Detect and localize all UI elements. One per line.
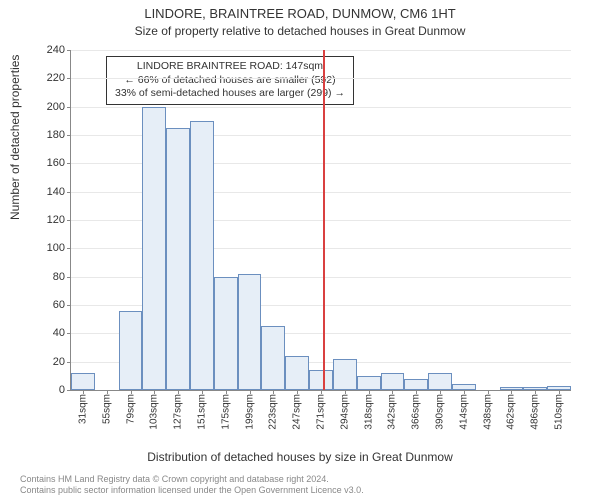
x-tick-label: 318sqm: [363, 394, 374, 430]
x-tick-label: 438sqm: [482, 394, 493, 430]
histogram-bar: [404, 379, 428, 390]
histogram-bar: [142, 107, 166, 390]
footer-line-1: Contains HM Land Registry data © Crown c…: [20, 474, 364, 486]
y-tick-label: 100: [35, 242, 65, 254]
gridline: [71, 50, 571, 51]
y-tick-label: 140: [35, 186, 65, 198]
histogram-bar: [166, 128, 190, 390]
info-line-1: LINDORE BRAINTREE ROAD: 147sqm: [115, 60, 345, 74]
reference-line: [323, 50, 325, 390]
y-tick-label: 160: [35, 157, 65, 169]
y-tick-mark: [67, 333, 71, 334]
y-tick-mark: [67, 50, 71, 51]
histogram-bar: [381, 373, 405, 390]
y-tick-mark: [67, 390, 71, 391]
histogram-bar: [428, 373, 452, 390]
histogram-bar: [238, 274, 262, 390]
y-tick-label: 200: [35, 101, 65, 113]
y-tick-label: 180: [35, 129, 65, 141]
histogram-bar: [190, 121, 214, 390]
x-tick-label: 127sqm: [173, 394, 184, 430]
x-tick-label: 510sqm: [554, 394, 565, 430]
y-tick-mark: [67, 220, 71, 221]
footer-attribution: Contains HM Land Registry data © Crown c…: [20, 474, 364, 497]
y-tick-mark: [67, 78, 71, 79]
histogram-bar: [119, 311, 143, 390]
histogram-bar: [214, 277, 238, 390]
x-tick-label: 366sqm: [411, 394, 422, 430]
x-tick-label: 151sqm: [196, 394, 207, 430]
x-tick-label: 175sqm: [220, 394, 231, 430]
page-title: LINDORE, BRAINTREE ROAD, DUNMOW, CM6 1HT: [0, 6, 600, 21]
x-tick-label: 247sqm: [292, 394, 303, 430]
x-axis-label: Distribution of detached houses by size …: [0, 450, 600, 464]
x-tick-label: 294sqm: [339, 394, 350, 430]
y-tick-mark: [67, 135, 71, 136]
y-axis-label: Number of detached properties: [8, 55, 22, 220]
y-tick-label: 60: [35, 299, 65, 311]
gridline: [71, 78, 571, 79]
histogram-bar: [285, 356, 309, 390]
x-tick-label: 390sqm: [435, 394, 446, 430]
y-tick-mark: [67, 107, 71, 108]
y-tick-mark: [67, 192, 71, 193]
histogram-plot: LINDORE BRAINTREE ROAD: 147sqm ← 66% of …: [70, 50, 571, 391]
y-tick-label: 80: [35, 271, 65, 283]
info-line-2: ← 66% of detached houses are smaller (59…: [115, 74, 345, 88]
x-tick-label: 271sqm: [316, 394, 327, 430]
x-tick-label: 223sqm: [268, 394, 279, 430]
y-tick-label: 240: [35, 44, 65, 56]
x-tick-label: 199sqm: [244, 394, 255, 430]
y-tick-mark: [67, 277, 71, 278]
y-tick-mark: [67, 362, 71, 363]
y-tick-label: 220: [35, 72, 65, 84]
x-tick-label: 103sqm: [149, 394, 160, 430]
histogram-bar: [71, 373, 95, 390]
footer-line-2: Contains public sector information licen…: [20, 485, 364, 497]
page-subtitle: Size of property relative to detached ho…: [0, 24, 600, 38]
y-tick-label: 20: [35, 356, 65, 368]
x-tick-label: 342sqm: [387, 394, 398, 430]
y-tick-mark: [67, 305, 71, 306]
x-tick-label: 31sqm: [77, 394, 88, 424]
y-tick-mark: [67, 248, 71, 249]
x-tick-label: 55sqm: [101, 394, 112, 424]
histogram-bar: [309, 370, 333, 390]
info-line-3: 33% of semi-detached houses are larger (…: [115, 87, 345, 101]
x-tick-label: 486sqm: [530, 394, 541, 430]
histogram-bar: [261, 326, 285, 390]
histogram-bar: [333, 359, 357, 390]
x-tick-label: 414sqm: [458, 394, 469, 430]
y-tick-label: 40: [35, 327, 65, 339]
histogram-bar: [357, 376, 381, 390]
x-tick-label: 462sqm: [506, 394, 517, 430]
y-tick-label: 120: [35, 214, 65, 226]
y-tick-label: 0: [35, 384, 65, 396]
y-tick-mark: [67, 163, 71, 164]
x-tick-label: 79sqm: [125, 394, 136, 424]
info-box: LINDORE BRAINTREE ROAD: 147sqm ← 66% of …: [106, 56, 354, 105]
